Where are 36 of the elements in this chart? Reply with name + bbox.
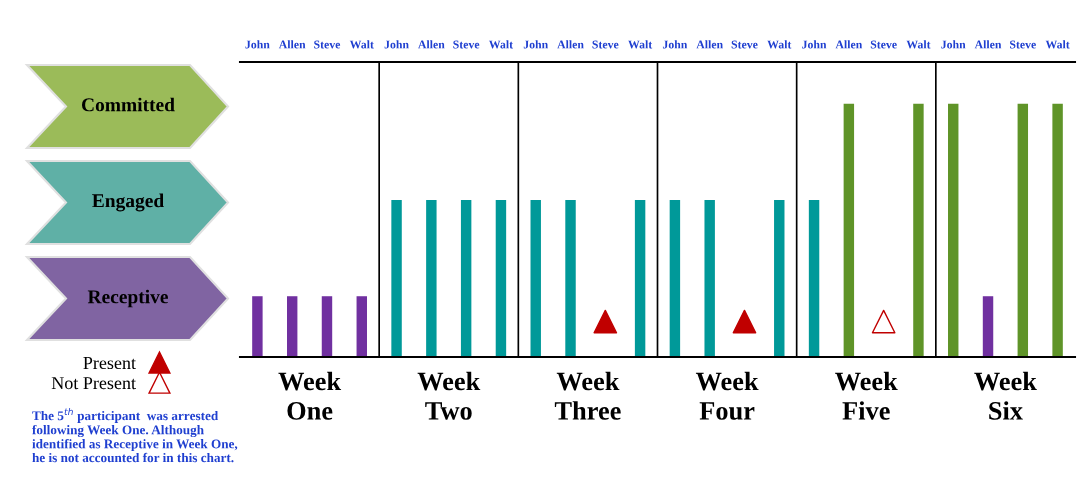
x-tick-label: Walt <box>488 40 514 49</box>
x-tick-label: Walt <box>1045 40 1070 49</box>
text: Week Six <box>974 371 1037 420</box>
x-tick-label: Walt <box>628 40 653 49</box>
x-tick-label: John <box>523 40 549 49</box>
x-tick-label: Allen <box>974 40 1002 49</box>
x-tick-label: Allen <box>278 40 306 49</box>
x-tick-label: Allen <box>557 40 584 49</box>
x-tick-label: Walt <box>906 40 931 49</box>
text: Engaged <box>92 193 164 212</box>
x-tick-label: Allen <box>696 40 723 49</box>
text: Week Two <box>417 371 481 420</box>
x-tick-label: Steve <box>731 40 758 49</box>
text: Committed <box>81 97 175 112</box>
x-tick-label: Allen <box>418 40 445 49</box>
x-tick-label: John <box>384 40 409 49</box>
x-tick-label: Walt <box>767 40 792 49</box>
text: The 5$^{th}$ participant was arrested following Week One. Although identified as Receptive in Week One, he is not accounted for in this chart. <box>32 408 238 463</box>
x-tick-label: John <box>802 40 827 49</box>
x-tick-label: John <box>941 40 966 49</box>
text: Week Five <box>835 371 898 420</box>
text: Week One <box>278 371 342 420</box>
x-tick-label: John <box>245 40 270 49</box>
x-tick-label: Walt <box>349 40 374 49</box>
x-tick-label: John <box>662 40 688 49</box>
text: Receptive <box>87 289 168 308</box>
x-tick-label: Steve <box>453 40 480 49</box>
x-tick-label: Allen <box>835 40 863 49</box>
text: Week Four <box>695 371 759 420</box>
text: Week Three <box>554 371 621 420</box>
x-tick-label: Steve <box>870 40 897 49</box>
legend-label: Present <box>83 357 136 370</box>
x-tick-label: Steve <box>1010 40 1036 49</box>
x-tick-label: Steve <box>592 40 619 49</box>
legend-label: Not Present <box>51 377 136 390</box>
x-tick-label: Steve <box>314 40 341 49</box>
